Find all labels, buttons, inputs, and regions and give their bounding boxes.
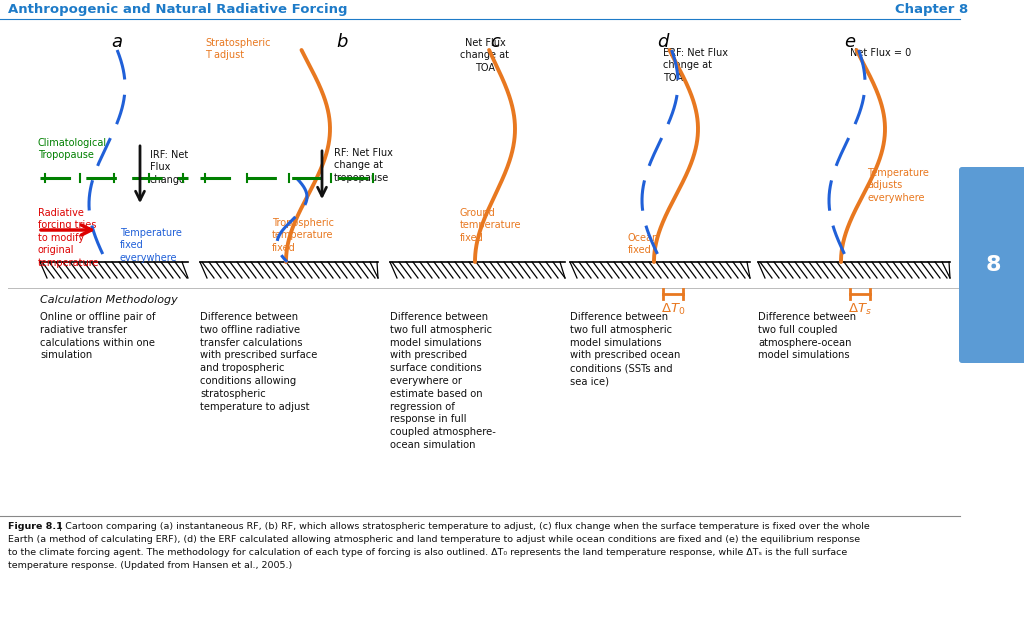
- Text: Net Flux = 0: Net Flux = 0: [850, 48, 911, 58]
- Text: b: b: [336, 33, 348, 51]
- Text: ERF: Net Flux
change at
TOA: ERF: Net Flux change at TOA: [663, 48, 728, 83]
- Text: e: e: [845, 33, 856, 51]
- Bar: [40, 262, 188, 278]
- Text: Difference between
two full atmospheric
model simulations
with prescribed ocean
: Difference between two full atmospheric …: [570, 312, 680, 386]
- Text: c: c: [490, 33, 500, 51]
- Text: Radiative
forcing tries
to modify
original
temperature: Radiative forcing tries to modify origin…: [38, 208, 99, 267]
- Text: Ground
temperature
fixed: Ground temperature fixed: [460, 208, 521, 243]
- Text: Anthropogenic and Natural Radiative Forcing: Anthropogenic and Natural Radiative Forc…: [8, 2, 347, 16]
- Text: Stratospheric
T adjust: Stratospheric T adjust: [205, 38, 270, 60]
- Text: Temperature
adjusts
everywhere: Temperature adjusts everywhere: [867, 168, 929, 203]
- Text: Difference between
two full atmospheric
model simulations
with prescribed
surfac: Difference between two full atmospheric …: [390, 312, 496, 450]
- Text: Ocean
fixed: Ocean fixed: [628, 233, 659, 256]
- Text: IRF: Net
Flux
change: IRF: Net Flux change: [150, 150, 188, 185]
- Text: Difference between
two offline radiative
transfer calculations
with prescribed s: Difference between two offline radiative…: [200, 312, 317, 412]
- Text: temperature response. (Updated from Hansen et al., 2005.): temperature response. (Updated from Hans…: [8, 561, 292, 570]
- Text: d: d: [657, 33, 669, 51]
- Text: Earth (a method of calculating ERF), (d) the ERF calculated allowing atmospheric: Earth (a method of calculating ERF), (d)…: [8, 535, 860, 544]
- Text: to the climate forcing agent. The methodology for calculation of each type of fo: to the climate forcing agent. The method…: [8, 548, 847, 557]
- Text: $\Delta T_s$: $\Delta T_s$: [848, 302, 871, 317]
- Text: Tropospheric
temperature
fixed: Tropospheric temperature fixed: [272, 218, 334, 253]
- Text: Calculation Methodology: Calculation Methodology: [40, 295, 178, 305]
- Text: | Cartoon comparing (a) instantaneous RF, (b) RF, which allows stratospheric tem: | Cartoon comparing (a) instantaneous RF…: [56, 522, 869, 531]
- Bar: [200, 262, 378, 278]
- Text: RF: Net Flux
change at
tropopause: RF: Net Flux change at tropopause: [334, 148, 393, 183]
- Text: 8: 8: [985, 255, 1000, 275]
- Text: Chapter 8: Chapter 8: [895, 2, 968, 16]
- Text: Temperature
fixed
everywhere: Temperature fixed everywhere: [120, 228, 182, 263]
- Bar: [390, 262, 565, 278]
- Bar: [758, 262, 950, 278]
- FancyBboxPatch shape: [959, 167, 1024, 363]
- Text: Difference between
two full coupled
atmosphere-ocean
model simulations: Difference between two full coupled atmo…: [758, 312, 856, 360]
- Text: $\Delta T_0$: $\Delta T_0$: [660, 302, 685, 317]
- Text: Net Flux
change at
TOA: Net Flux change at TOA: [461, 38, 510, 73]
- Text: Online or offline pair of
radiative transfer
calculations within one
simulation: Online or offline pair of radiative tran…: [40, 312, 156, 360]
- Text: a: a: [112, 33, 123, 51]
- Text: Climatological
Tropopause: Climatological Tropopause: [38, 137, 108, 160]
- Text: Figure 8.1: Figure 8.1: [8, 522, 62, 531]
- Bar: [570, 262, 750, 278]
